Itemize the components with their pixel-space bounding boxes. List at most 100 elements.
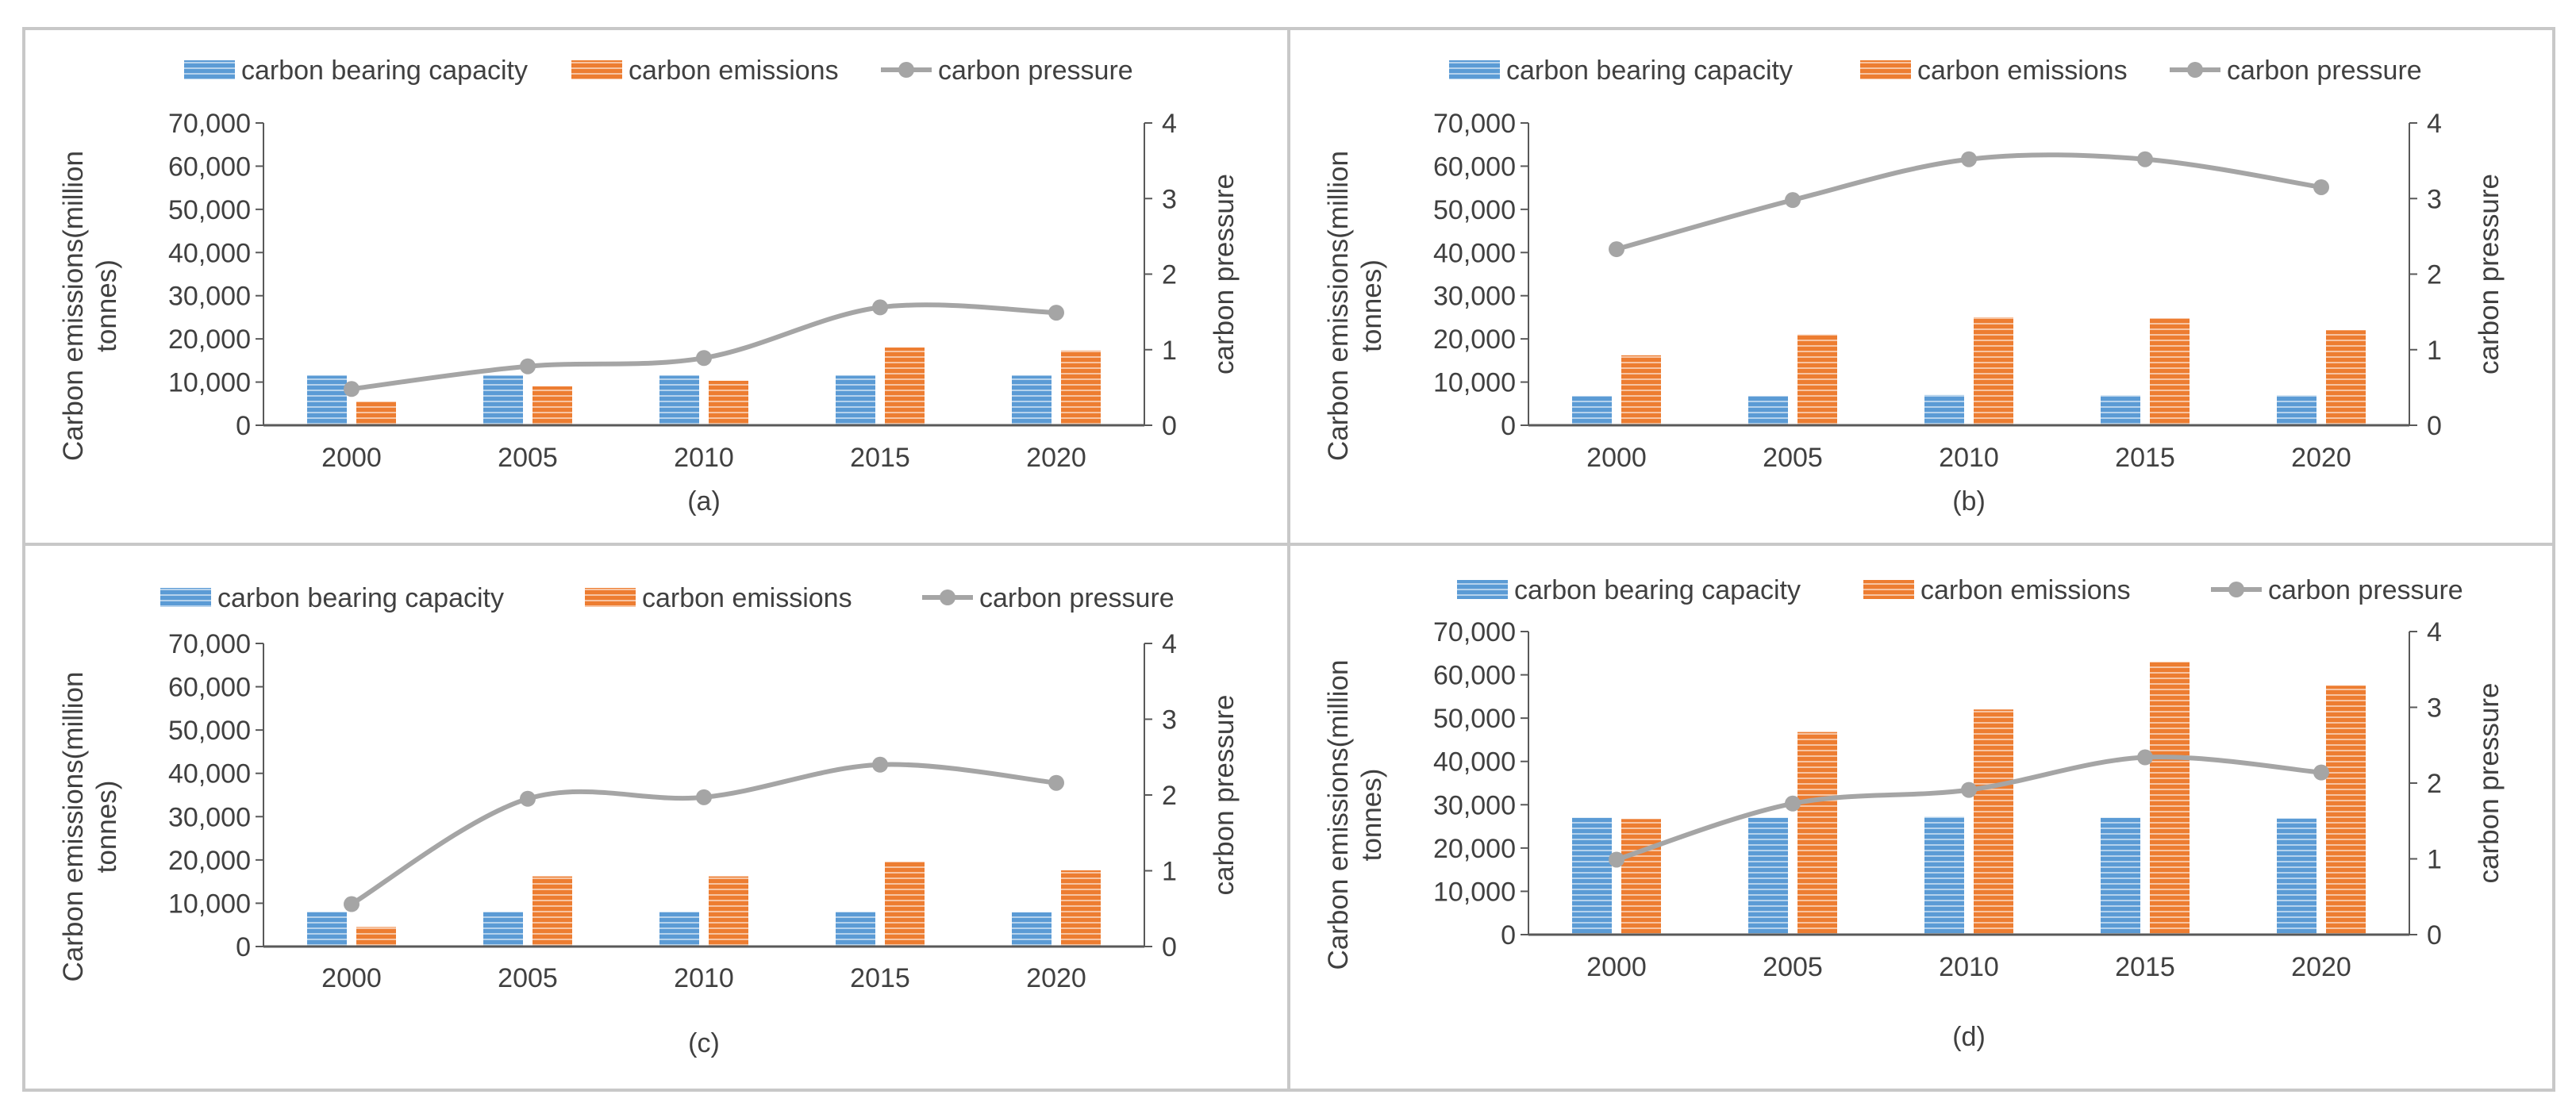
x-tick-label: 2020 [1026, 963, 1086, 993]
y-axis-title-line: tonnes) [1356, 769, 1387, 862]
bar-emissions [885, 348, 925, 425]
bar-capacity [836, 375, 875, 425]
series-line-pressure [350, 762, 1057, 907]
point-pressure [1961, 781, 1977, 798]
y-tick-label: 60,000 [1433, 661, 1516, 691]
y-tick-label: 20,000 [168, 325, 251, 355]
x-tick-label: 2015 [850, 963, 910, 993]
legend-label: carbon bearing capacity [217, 583, 504, 613]
y2-axis-title: carbon pressure [1209, 695, 1240, 896]
y-tick-label: 10,000 [1433, 368, 1516, 398]
legend-label: carbon pressure [2268, 575, 2463, 605]
x-tick-label: 2005 [1763, 443, 1823, 473]
x-tick-label: 2000 [1586, 952, 1647, 982]
y-axis-title-line: Carbon emissions(million [58, 151, 89, 461]
bar-emissions [1061, 870, 1101, 947]
legend-marker-pressure [898, 62, 914, 78]
y-axis-title-line: tonnes) [91, 259, 122, 352]
legend-swatch-capacity [160, 588, 211, 607]
y-tick-label: 70,000 [1433, 617, 1516, 647]
y-tick-label: 0 [1501, 411, 1516, 441]
point-pressure [2313, 179, 2329, 195]
point-pressure [696, 789, 712, 805]
y2-tick-label: 3 [2427, 693, 2442, 724]
y-tick-label: 10,000 [1433, 877, 1516, 907]
chart-svg: 0 10,000 20,000 30,000 40,000 50,000 60,000 70,… [58, 583, 1240, 1058]
legend-swatch-capacity [1449, 60, 1500, 79]
y-tick-label: 70,000 [1433, 109, 1516, 139]
y-tick-label: 70,000 [168, 629, 251, 659]
y2-axis-title: carbon pressure [1209, 174, 1240, 374]
y-tick-label: 40,000 [1433, 747, 1516, 778]
legend-swatch-capacity [184, 60, 235, 79]
bar-emissions [709, 380, 748, 425]
legend: carbon bearing capacity carbon emissions c… [184, 56, 1133, 86]
legend-marker-pressure [2228, 582, 2244, 597]
bar-emissions [533, 876, 572, 947]
point-pressure [1609, 241, 1624, 258]
series-line-pressure [1616, 755, 2322, 862]
y-tick-label: 40,000 [1433, 238, 1516, 268]
y-tick-label: 60,000 [1433, 152, 1516, 182]
y2-tick-label: 0 [2427, 411, 2442, 441]
legend-swatch-emissions [585, 588, 636, 607]
bar-capacity [307, 912, 347, 947]
panel-caption: (c) [688, 1028, 720, 1058]
bar-emissions [2326, 330, 2366, 425]
y2-axis-title: carbon pressure [2474, 683, 2505, 884]
chart-panel-a: 0 10,000 20,000 30,000 40,000 50,000 60,000 70,… [22, 27, 1290, 546]
legend: carbon bearing capacity carbon emissions c… [160, 583, 1175, 613]
y2-tick-label: 4 [1162, 629, 1177, 659]
bar-emissions [1621, 355, 1661, 425]
y2-tick-label: 4 [2427, 109, 2442, 139]
y-tick-label: 30,000 [1433, 790, 1516, 820]
bar-emissions [885, 862, 925, 947]
y-tick-label: 70,000 [168, 109, 251, 139]
point-pressure [1785, 192, 1801, 209]
y-tick-label: 20,000 [1433, 834, 1516, 864]
x-tick-label: 2020 [1026, 443, 1086, 473]
bar-emissions [1974, 317, 2013, 425]
y2-tick-label: 3 [1162, 184, 1177, 214]
bar-emissions [1621, 819, 1661, 935]
x-tick-label: 2015 [850, 443, 910, 473]
chart-svg: 0 10,000 20,000 30,000 40,000 50,000 60,000 70,… [58, 56, 1240, 517]
y2-tick-label: 4 [2427, 617, 2442, 647]
y-axis-title: Carbon emissions(milliontonnes) [1323, 151, 1387, 461]
series-line-pressure [1616, 152, 2322, 252]
x-tick-label: 2015 [2115, 443, 2175, 473]
bar-emissions [1797, 732, 1837, 935]
legend-label: carbon emissions [1920, 575, 2131, 605]
y-tick-label: 60,000 [168, 152, 251, 182]
point-pressure [696, 350, 712, 367]
bar-emissions [2150, 318, 2190, 425]
y2-tick-label: 2 [2427, 769, 2442, 799]
y2-tick-label: 2 [2427, 260, 2442, 290]
x-tick-label: 2005 [1763, 952, 1823, 982]
panel-caption: (d) [1952, 1022, 1986, 1052]
bar-capacity [1924, 394, 1964, 425]
x-tick-label: 2005 [498, 963, 558, 993]
x-tick-label: 2010 [674, 963, 734, 993]
point-pressure [344, 896, 359, 912]
legend-label: carbon bearing capacity [1514, 575, 1801, 605]
y-tick-label: 50,000 [168, 716, 251, 746]
point-pressure [872, 299, 888, 316]
y-axis-title-line: Carbon emissions(million [1323, 151, 1354, 461]
x-tick-label: 2005 [498, 443, 558, 473]
legend: carbon bearing capacity carbon emissions c… [1449, 56, 2422, 86]
series-line-pressure [351, 302, 1057, 392]
y2-tick-label: 1 [2427, 845, 2442, 875]
y-tick-label: 50,000 [1433, 704, 1516, 734]
y-tick-label: 10,000 [168, 889, 251, 919]
bar-capacity [1748, 395, 1788, 425]
bar-capacity [659, 375, 699, 425]
y-tick-label: 60,000 [168, 673, 251, 703]
point-pressure [1609, 851, 1624, 868]
bar-capacity [1924, 816, 1964, 935]
y-axis-title-line: tonnes) [1356, 259, 1387, 352]
legend-swatch-emissions [571, 60, 622, 79]
point-pressure [2137, 151, 2153, 167]
panel-caption: (a) [687, 486, 721, 517]
